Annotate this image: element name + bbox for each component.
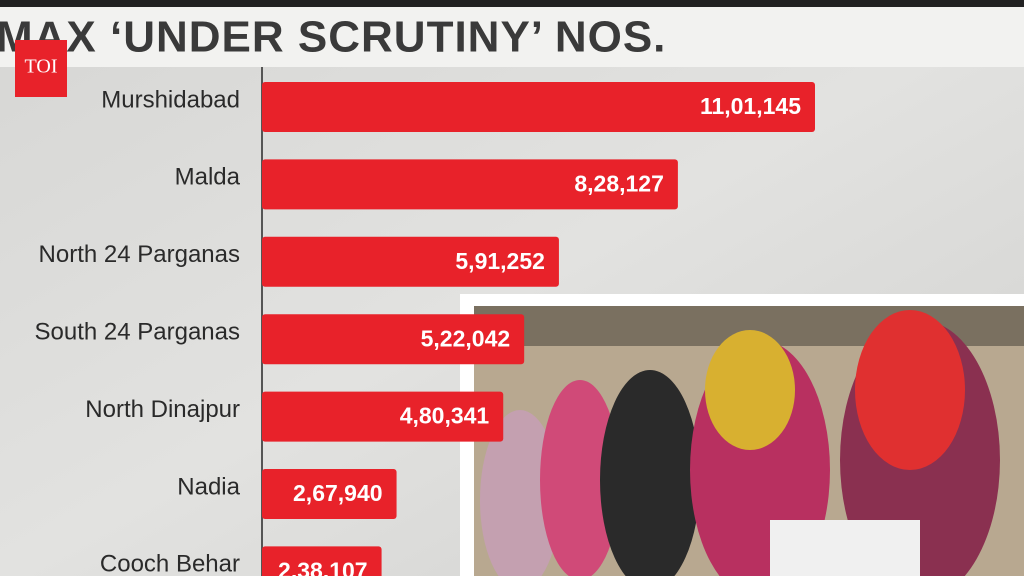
value-label: 11,01,145: [700, 93, 801, 119]
title-band: [0, 7, 1024, 67]
photo-person: [855, 310, 965, 470]
photo-person: [540, 380, 620, 576]
category-label: North Dinajpur: [85, 396, 240, 423]
bar: [262, 236, 559, 287]
bar: [262, 469, 397, 519]
value-label: 5,22,042: [421, 325, 511, 351]
top-strip: [0, 0, 1024, 7]
bar: [262, 391, 504, 442]
bar: [262, 82, 815, 132]
chart-title: MAX ‘UNDER SCRUTINY’ NOS.: [0, 13, 666, 62]
photo-person: [480, 410, 560, 576]
category-label: South 24 Parganas: [35, 319, 241, 346]
category-label: Malda: [175, 164, 241, 191]
bar: [262, 159, 678, 210]
value-label: 2,67,940: [293, 480, 383, 506]
bar: [262, 314, 525, 365]
value-label: 5,91,252: [455, 248, 545, 274]
value-label: 4,80,341: [400, 403, 490, 429]
photo: [460, 294, 1024, 576]
logo-box: [15, 40, 67, 97]
logo: TOI: [25, 56, 58, 78]
value-label: 8,28,127: [574, 170, 664, 196]
photo-papers: [770, 520, 920, 576]
photo-person: [705, 330, 795, 450]
category-label: Cooch Behar: [100, 551, 240, 576]
category-label: Nadia: [177, 473, 240, 500]
category-label: Murshidabad: [101, 86, 240, 113]
category-label: North 24 Parganas: [39, 241, 240, 268]
photo-person: [600, 370, 700, 576]
value-label: 2,38,107: [278, 557, 368, 576]
bar: [262, 546, 382, 576]
